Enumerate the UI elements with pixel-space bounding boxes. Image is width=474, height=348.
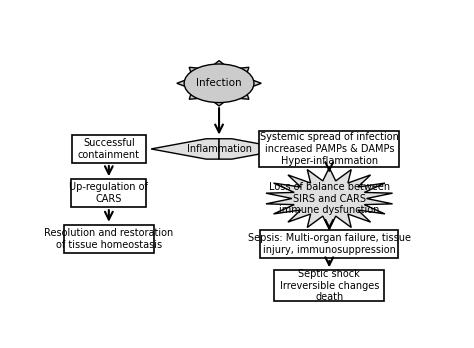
Text: Loss of balance between
SIRS and CARS
immune dysfunction: Loss of balance between SIRS and CARS im… (269, 182, 390, 215)
Text: Infection: Infection (196, 78, 242, 88)
Text: Septic shock
Irreversible changes
death: Septic shock Irreversible changes death (280, 269, 379, 302)
Text: Inflammation: Inflammation (187, 144, 252, 154)
FancyBboxPatch shape (64, 225, 154, 253)
FancyBboxPatch shape (274, 270, 384, 301)
Text: Sepsis: Multi-organ failure, tissue
injury, immunosuppression: Sepsis: Multi-organ failure, tissue inju… (248, 233, 411, 255)
Text: Systemic spread of infection
increased PAMPs & DAMPs
Hyper-inflammation: Systemic spread of infection increased P… (260, 132, 399, 166)
Ellipse shape (184, 64, 254, 103)
Text: Successful
containment: Successful containment (78, 138, 140, 160)
Text: Up-regulation of
CARS: Up-regulation of CARS (69, 182, 148, 204)
Polygon shape (177, 61, 261, 106)
FancyBboxPatch shape (71, 179, 146, 207)
Polygon shape (219, 139, 287, 159)
FancyBboxPatch shape (259, 131, 399, 167)
Text: Resolution and restoration
of tissue homeostasis: Resolution and restoration of tissue hom… (44, 228, 173, 250)
FancyBboxPatch shape (260, 230, 398, 258)
Polygon shape (266, 168, 392, 229)
Polygon shape (151, 139, 219, 159)
FancyBboxPatch shape (72, 135, 146, 163)
